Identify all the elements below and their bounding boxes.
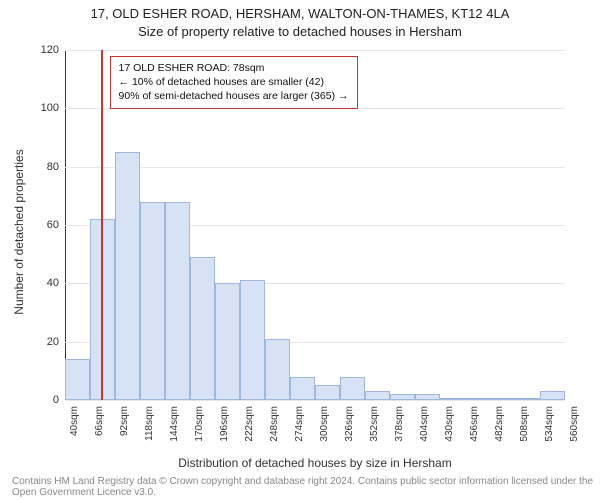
x-tick-label: 170sqm	[194, 406, 205, 466]
chart-title-line1: 17, OLD ESHER ROAD, HERSHAM, WALTON-ON-T…	[0, 6, 600, 21]
plot-area: Number of detached properties Distributi…	[65, 50, 565, 400]
annotation-line: 17 OLD ESHER ROAD: 78sqm	[119, 61, 349, 75]
histogram-bar	[215, 283, 240, 400]
x-tick-label: 196sqm	[219, 406, 230, 466]
histogram-bar	[490, 398, 515, 400]
annotation-line: ← 10% of detached houses are smaller (42…	[119, 75, 349, 89]
histogram-bar	[165, 202, 190, 400]
x-tick-label: 560sqm	[569, 406, 580, 466]
chart-title-line2: Size of property relative to detached ho…	[0, 24, 600, 39]
histogram-bar	[465, 398, 490, 400]
x-tick-label: 222sqm	[244, 406, 255, 466]
y-tick-label: 0	[19, 394, 59, 406]
y-tick-label: 20	[19, 336, 59, 348]
x-tick-label: 534sqm	[544, 406, 555, 466]
x-tick-label: 404sqm	[419, 406, 430, 466]
chart-container: 17, OLD ESHER ROAD, HERSHAM, WALTON-ON-T…	[0, 0, 600, 500]
x-tick-label: 248sqm	[269, 406, 280, 466]
histogram-bar	[190, 257, 215, 400]
annotation-line: 90% of semi-detached houses are larger (…	[119, 89, 349, 103]
x-tick-label: 378sqm	[394, 406, 405, 466]
x-tick-label: 326sqm	[344, 406, 355, 466]
gridline	[65, 167, 565, 168]
credit-text: Contains HM Land Registry data © Crown c…	[12, 476, 600, 498]
histogram-bar	[315, 385, 340, 400]
histogram-bar	[265, 339, 290, 400]
y-axis-label: Number of detached properties	[12, 149, 26, 314]
histogram-bar	[65, 359, 90, 400]
histogram-bar	[415, 394, 440, 400]
x-axis-label: Distribution of detached houses by size …	[65, 456, 565, 470]
histogram-bar	[115, 152, 140, 400]
x-tick-label: 40sqm	[69, 406, 80, 466]
y-tick-label: 80	[19, 161, 59, 173]
histogram-bar	[340, 377, 365, 400]
histogram-bar	[440, 398, 465, 400]
y-tick-label: 100	[19, 102, 59, 114]
x-tick-label: 430sqm	[444, 406, 455, 466]
y-tick-label: 40	[19, 277, 59, 289]
y-tick-label: 60	[19, 219, 59, 231]
x-tick-label: 508sqm	[519, 406, 530, 466]
annotation-box: 17 OLD ESHER ROAD: 78sqm ← 10% of detach…	[110, 56, 358, 109]
histogram-bar	[140, 202, 165, 400]
histogram-bar	[240, 280, 265, 400]
histogram-bar	[390, 394, 415, 400]
histogram-bar	[290, 377, 315, 400]
x-tick-label: 274sqm	[294, 406, 305, 466]
gridline	[65, 400, 565, 401]
x-tick-label: 144sqm	[169, 406, 180, 466]
histogram-bar	[365, 391, 390, 400]
histogram-bar	[540, 391, 565, 400]
x-tick-label: 482sqm	[494, 406, 505, 466]
reference-line	[101, 50, 103, 400]
histogram-bar	[515, 398, 540, 400]
gridline	[65, 50, 565, 51]
x-tick-label: 118sqm	[144, 406, 155, 466]
y-tick-label: 120	[19, 44, 59, 56]
x-tick-label: 352sqm	[369, 406, 380, 466]
x-tick-label: 66sqm	[94, 406, 105, 466]
x-tick-label: 456sqm	[469, 406, 480, 466]
x-tick-label: 300sqm	[319, 406, 330, 466]
x-tick-label: 92sqm	[119, 406, 130, 466]
